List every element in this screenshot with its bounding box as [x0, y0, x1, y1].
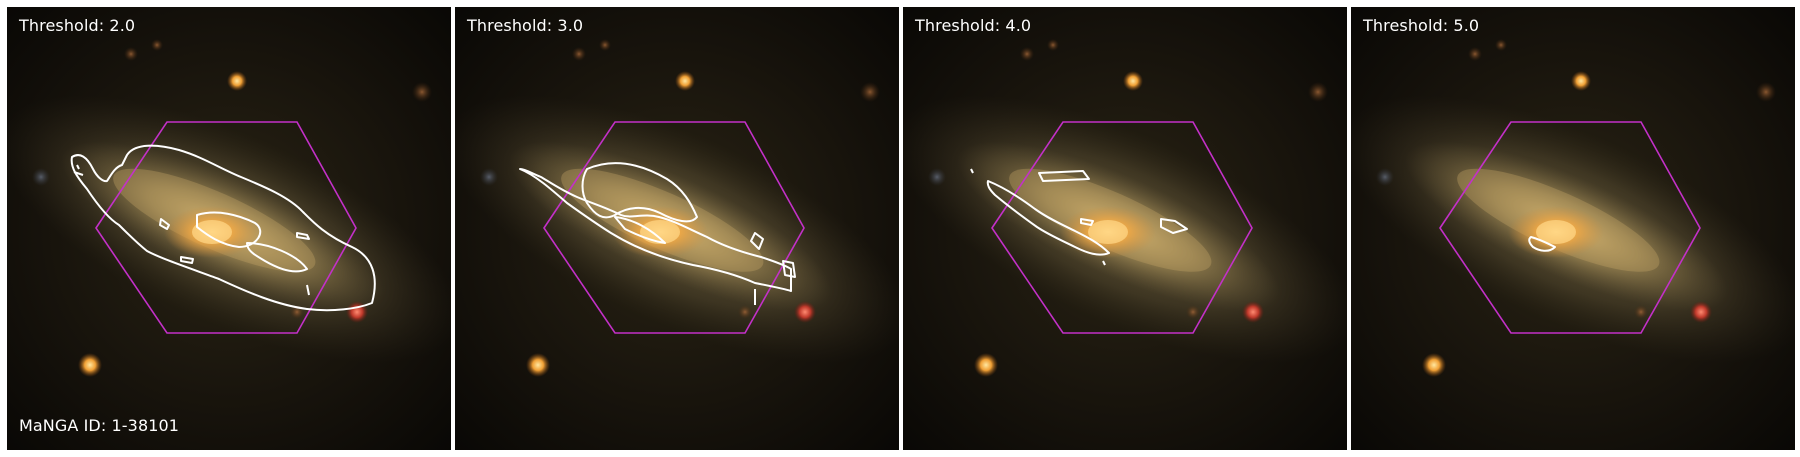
galaxy-image: [7, 7, 451, 450]
manga-id-label: MaNGA ID: 1-38101: [19, 416, 180, 435]
galaxy-panel-threshold-2: Threshold: 2.0 MaNGA ID: 1-38101: [7, 7, 451, 450]
contour-lines: [70, 144, 376, 312]
contour-lines: [1528, 236, 1556, 252]
galaxy-panel-threshold-5: Threshold: 5.0: [1351, 7, 1795, 450]
threshold-label: Threshold: 4.0: [915, 16, 1032, 35]
contour-lines: [519, 162, 796, 305]
galaxy-image: [455, 7, 899, 450]
galaxy-panel-threshold-3: Threshold: 3.0: [455, 7, 899, 450]
threshold-label: Threshold: 5.0: [1363, 16, 1480, 35]
galaxy-image: [1351, 7, 1795, 450]
threshold-label: Threshold: 3.0: [467, 16, 584, 35]
galaxy-panel-threshold-4: Threshold: 4.0: [903, 7, 1347, 450]
galaxy-image: [903, 7, 1347, 450]
contour-lines: [970, 168, 1188, 266]
threshold-label: Threshold: 2.0: [19, 16, 136, 35]
